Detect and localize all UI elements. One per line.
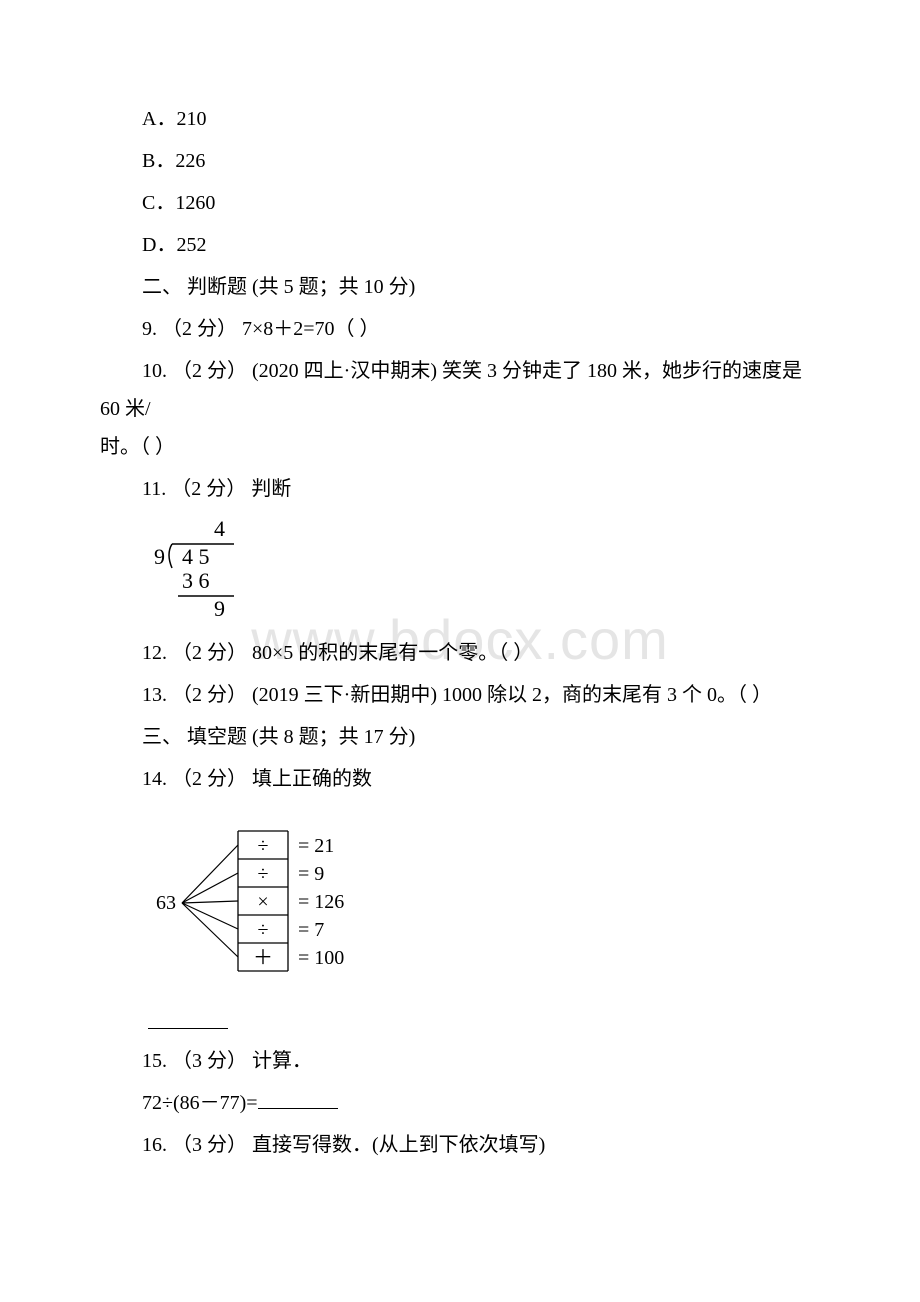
question-15: 15. （3 分） 计算． [100, 1042, 820, 1080]
section-2-heading: 二、 判断题 (共 5 题；共 10 分) [100, 268, 820, 306]
question-10-line2: 时。（ ） [100, 428, 820, 466]
division-remainder: 9 [214, 596, 225, 621]
section-3-heading: 三、 填空题 (共 8 题；共 17 分) [100, 718, 820, 756]
svg-text:÷: ÷ [258, 919, 269, 941]
question-10: 10. （2 分） (2020 四上·汉中期末) 笑笑 3 分钟走了 180 米… [100, 352, 820, 466]
blank-line [100, 1004, 820, 1042]
division-divisor: 9 [154, 544, 165, 569]
svg-text:= 100: = 100 [298, 947, 344, 969]
svg-text:÷: ÷ [258, 835, 269, 857]
q15-blank [258, 1108, 338, 1109]
svg-text:= 21: = 21 [298, 835, 334, 857]
division-dividend: 4 5 [182, 544, 210, 569]
question-15-expr: 72÷(86－77)= [100, 1084, 820, 1122]
question-11: 11. （2 分） 判断 [100, 470, 820, 508]
question-13: 13. （2 分） (2019 三下·新田期中) 1000 除以 2，商的末尾有… [100, 676, 820, 714]
option-c: C．1260 [100, 184, 820, 222]
option-d: D．252 [100, 226, 820, 264]
svg-text:63: 63 [156, 892, 176, 914]
svg-text:= 7: = 7 [298, 919, 324, 941]
svg-text:= 126: = 126 [298, 891, 344, 913]
question-16: 16. （3 分） 直接写得数．(从上到下依次填写) [100, 1126, 820, 1164]
branching-diagram: 63 ÷ = 21 ÷ = 9 × = 126 ÷ = 7 ＋ = 100 [148, 816, 820, 986]
svg-text:= 9: = 9 [298, 863, 324, 885]
page-content: A．210 B．226 C．1260 D．252 二、 判断题 (共 5 题；共… [100, 100, 820, 1164]
svg-text:×: × [257, 891, 268, 913]
option-b: B．226 [100, 142, 820, 180]
question-14: 14. （2 分） 填上正确的数 [100, 760, 820, 798]
question-12: 12. （2 分） 80×5 的积的末尾有一个零。（ ） [100, 634, 820, 672]
division-sub: 3 6 [182, 568, 210, 593]
svg-text:＋: ＋ [253, 947, 273, 969]
svg-text:÷: ÷ [258, 863, 269, 885]
q15-expression-text: 72÷(86－77)= [142, 1092, 258, 1114]
division-quotient: 4 [214, 516, 225, 541]
long-division: 4 9 4 5 3 6 9 [148, 516, 820, 626]
option-a: A．210 [100, 100, 820, 138]
question-10-line1: 10. （2 分） (2020 四上·汉中期末) 笑笑 3 分钟走了 180 米… [100, 352, 820, 428]
question-9: 9. （2 分） 7×8＋2=70（ ） [100, 310, 820, 348]
